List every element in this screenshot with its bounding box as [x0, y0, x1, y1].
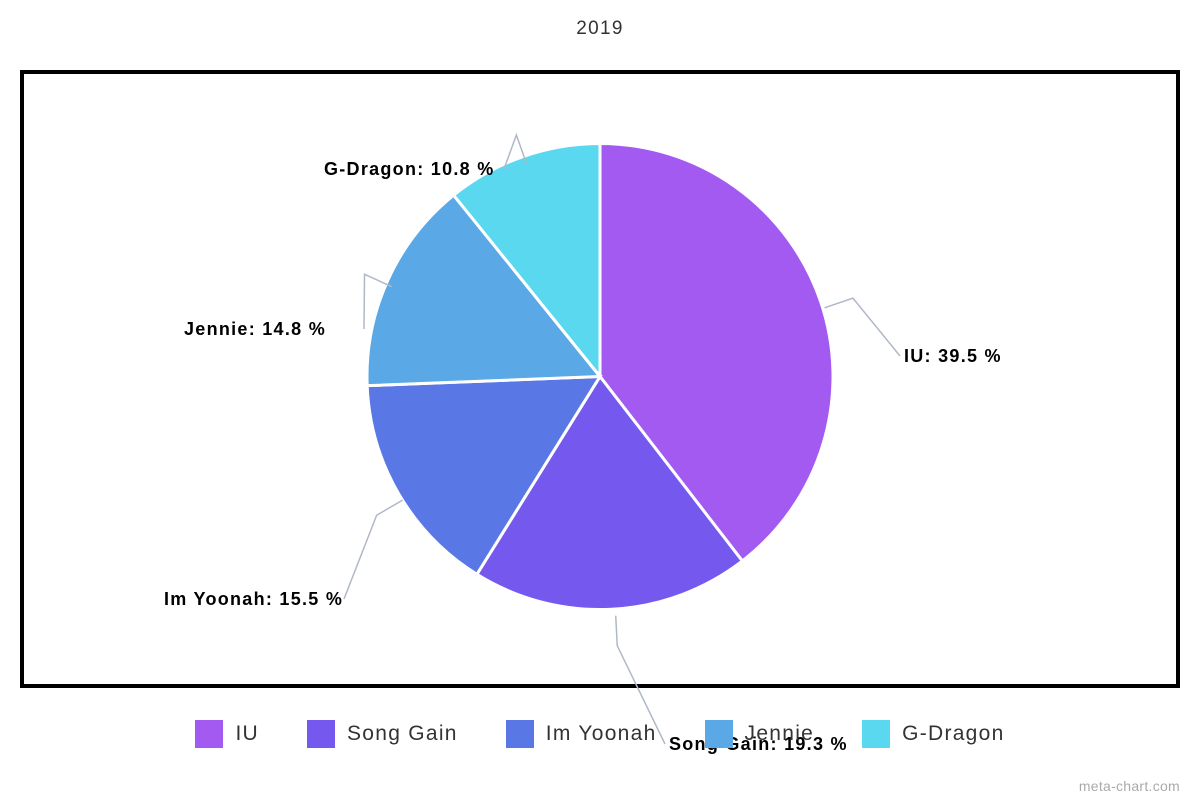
slice-label-im-yoonah: Im Yoonah: 15.5 %: [164, 589, 343, 610]
legend-label: Song Gain: [347, 722, 458, 746]
legend-swatch: [506, 720, 534, 748]
legend-swatch: [307, 720, 335, 748]
legend-swatch: [195, 720, 223, 748]
legend-swatch: [705, 720, 733, 748]
legend-item-im-yoonah: Im Yoonah: [506, 720, 657, 748]
legend-item-g-dragon: G-Dragon: [862, 720, 1004, 748]
leader-line: [825, 298, 900, 356]
chart-frame: IU: 39.5 %Song Gain: 19.3 %Im Yoonah: 15…: [20, 70, 1180, 688]
chart-title: 2019: [0, 0, 1200, 40]
legend-item-iu: IU: [195, 720, 259, 748]
legend-label: Jennie: [745, 722, 815, 746]
slice-label-g-dragon: G-Dragon: 10.8 %: [324, 159, 495, 180]
legend-label: IU: [235, 722, 259, 746]
slice-label-iu: IU: 39.5 %: [904, 346, 1002, 367]
slice-label-jennie: Jennie: 14.8 %: [184, 319, 326, 340]
legend-label: Im Yoonah: [546, 722, 657, 746]
legend-item-jennie: Jennie: [705, 720, 815, 748]
legend-item-song-gain: Song Gain: [307, 720, 458, 748]
pie-chart: [367, 144, 833, 615]
pie-svg: [367, 144, 833, 610]
legend-swatch: [862, 720, 890, 748]
legend: IU Song Gain Im Yoonah Jennie G-Dragon: [0, 720, 1200, 748]
watermark: meta-chart.com: [1079, 778, 1180, 794]
legend-label: G-Dragon: [902, 722, 1004, 746]
